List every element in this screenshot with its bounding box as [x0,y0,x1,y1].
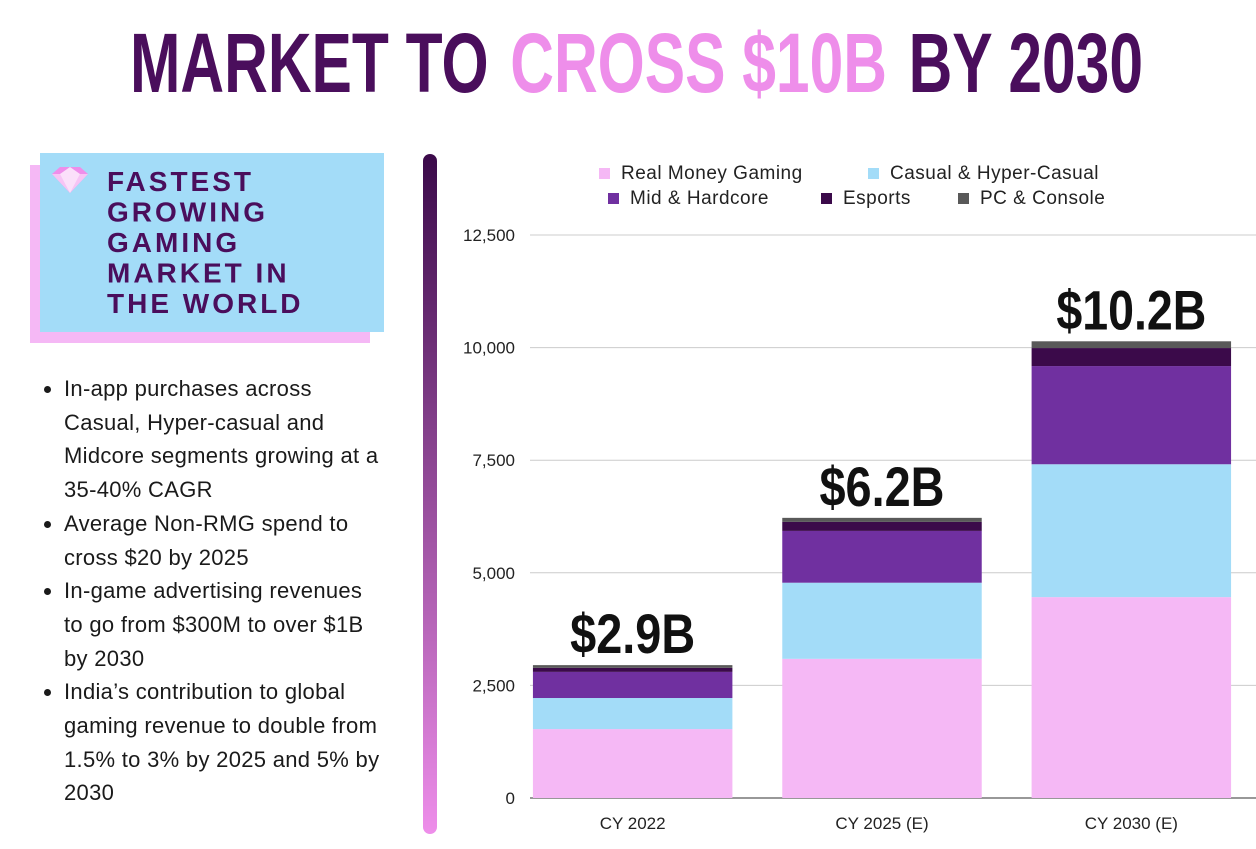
y-tick-label: 5,000 [472,564,515,583]
title-part: MARKET TO [130,16,489,110]
bar-segment [782,658,982,798]
y-tick-label: 10,000 [463,339,515,358]
divider [423,154,437,834]
diamond-icon [52,167,88,193]
card [40,153,384,332]
bullet: India’s contribution to global gaming re… [64,675,380,810]
card-heading: GAMING [107,227,240,258]
legend-label: Casual & Hyper-Casual [890,163,1099,184]
legend-label: Mid & Hardcore [630,188,769,209]
bullet: Average Non-RMG spend to cross $20 by 20… [64,507,380,574]
x-tick-label: CY 2030 (E) [1085,814,1178,833]
bar-segment [532,729,733,798]
bar-segment [532,671,733,699]
bar-segment [1031,341,1232,349]
legend-swatch [868,168,879,179]
card-heading: GROWING [107,197,268,228]
legend-swatch [958,193,969,204]
bar-segment [532,667,733,672]
title-part: CROSS $10B [510,16,887,110]
card-heading: THE WORLD [107,288,304,319]
legend-label: Real Money Gaming [621,163,803,184]
total-label: $10.2B [1056,278,1206,341]
legend-swatch [599,168,610,179]
bar-segment [1031,597,1232,798]
bar-segment [782,582,982,659]
y-tick-label: 12,500 [463,226,515,245]
bar-segment [1031,348,1232,367]
bar-segment [782,521,982,531]
total-label: $6.2B [820,455,945,518]
y-tick-label: 0 [506,789,515,808]
bullet: In-app purchases across Casual, Hyper-ca… [64,372,380,507]
x-tick-label: CY 2022 [600,814,666,833]
legend-label: Esports [843,188,911,209]
bar-segment [1031,464,1232,598]
bullet: In-game advertising revenues to go from … [64,574,380,675]
card-heading: FASTEST [107,166,254,197]
bar-segment [1031,366,1232,465]
bar-segment [782,530,982,583]
bar-segment [532,665,733,668]
legend-swatch [821,193,832,204]
bar-segment [532,698,733,730]
bullet-list: In-app purchases across Casual, Hyper-ca… [28,372,380,810]
y-tick-label: 7,500 [472,451,515,470]
total-label: $2.9B [570,602,695,665]
x-tick-label: CY 2025 (E) [835,814,928,833]
y-tick-label: 2,500 [472,676,515,695]
legend-label: PC & Console [980,188,1105,209]
title-part: BY 2030 [909,16,1143,110]
legend-swatch [608,193,619,204]
bar-segment [782,517,982,522]
title: MARKET TOCROSS $10BBY 2030 [130,16,1143,110]
card-heading: MARKET IN [107,258,290,289]
